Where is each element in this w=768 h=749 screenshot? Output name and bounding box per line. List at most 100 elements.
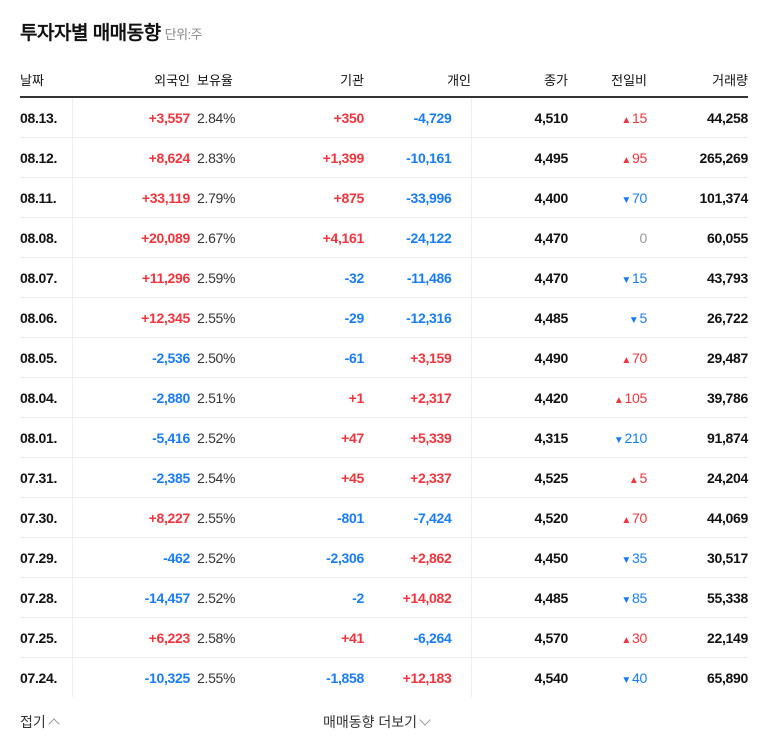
individual-cell: +14,082 bbox=[364, 577, 472, 618]
holding-cell: 2.52% bbox=[190, 537, 250, 578]
individual-cell: +5,339 bbox=[364, 417, 472, 458]
close-cell: 4,420 bbox=[471, 377, 568, 418]
change-value: 85 bbox=[632, 589, 647, 606]
individual-cell: -12,316 bbox=[364, 297, 472, 338]
table-row: 08.01. -5,416 2.52% +47 +5,339 4,315 ▼210 91,87… bbox=[20, 417, 748, 458]
individual-cell: -33,996 bbox=[364, 177, 472, 218]
individual-cell: -24,122 bbox=[364, 217, 472, 258]
individual-cell: -10,161 bbox=[364, 137, 472, 178]
unit-label: 단위:주 bbox=[164, 27, 203, 42]
triangle-down-icon: ▼ bbox=[621, 194, 632, 206]
triangle-down-icon: ▼ bbox=[621, 594, 632, 606]
volume-cell: 91,874 bbox=[647, 417, 748, 458]
date-cell: 07.24. bbox=[20, 657, 73, 697]
close-cell: 4,485 bbox=[471, 297, 568, 338]
institution-cell: +875 bbox=[250, 177, 364, 218]
holding-cell: 2.55% bbox=[190, 497, 250, 538]
change-cell: ▲70 bbox=[568, 497, 647, 538]
foreign-cell: -462 bbox=[72, 537, 190, 578]
date-cell: 08.08. bbox=[20, 217, 73, 258]
foreign-cell: -2,880 bbox=[72, 377, 190, 418]
volume-cell: 43,793 bbox=[647, 257, 748, 298]
change-value: 15 bbox=[632, 109, 647, 126]
change-value: 70 bbox=[632, 189, 647, 206]
col-foreign: 외국인 bbox=[72, 62, 190, 98]
foreign-cell: -2,536 bbox=[72, 337, 190, 378]
table-row: 08.13. +3,557 2.84% +350 -4,729 4,510 ▲15 44,25… bbox=[20, 97, 748, 138]
close-cell: 4,510 bbox=[471, 97, 568, 138]
change-value: 35 bbox=[632, 549, 647, 566]
holding-cell: 2.83% bbox=[190, 137, 250, 178]
change-value: 5 bbox=[639, 469, 648, 486]
triangle-up-icon: ▲ bbox=[621, 514, 632, 526]
col-volume: 거래량 bbox=[647, 62, 748, 98]
table-row: 08.06. +12,345 2.55% -29 -12,316 4,485 ▼5 26,72… bbox=[20, 297, 748, 338]
triangle-up-icon: ▲ bbox=[621, 634, 632, 646]
close-cell: 4,525 bbox=[471, 457, 568, 498]
change-value: 5 bbox=[639, 309, 648, 326]
holding-cell: 2.55% bbox=[197, 669, 236, 686]
individual-cell: -6,264 bbox=[364, 617, 472, 658]
change-cell: ▼5 bbox=[568, 297, 648, 338]
volume-cell: 60,055 bbox=[647, 217, 748, 258]
table-row: 08.11. +33,119 2.79% +875 -33,996 4,400 ▼70 101… bbox=[20, 177, 748, 218]
change-cell: ▼85 bbox=[568, 577, 647, 618]
change-value: 70 bbox=[632, 509, 647, 526]
triangle-down-icon: ▼ bbox=[621, 674, 632, 686]
change-cell: ▲105 bbox=[568, 377, 647, 418]
date-cell: 08.12. bbox=[20, 137, 73, 178]
close-cell: 4,400 bbox=[471, 177, 568, 218]
holding-cell: 2.50% bbox=[190, 337, 250, 378]
change-cell: ▲15 bbox=[568, 97, 647, 138]
close-cell: 4,520 bbox=[471, 497, 568, 538]
triangle-up-icon: ▲ bbox=[621, 114, 632, 126]
col-institution: 기관 bbox=[250, 62, 364, 98]
change-value: 30 bbox=[632, 629, 647, 646]
change-cell: 0 bbox=[568, 217, 647, 258]
change-value: 95 bbox=[632, 149, 647, 166]
chevron-up-icon bbox=[48, 718, 60, 730]
change-value: 70 bbox=[632, 349, 647, 366]
table-row: 07.30. +8,227 2.55% -801 -7,424 4,520 ▲70 44,06… bbox=[20, 497, 748, 538]
change-cell: ▲95 bbox=[568, 137, 647, 178]
triangle-down-icon: ▼ bbox=[628, 314, 639, 326]
change-cell: ▲70 bbox=[568, 337, 647, 378]
date-cell: 08.04. bbox=[20, 377, 73, 418]
date-cell: 08.13. bbox=[20, 97, 73, 138]
triangle-down-icon: ▼ bbox=[621, 554, 632, 566]
date-cell: 08.05. bbox=[20, 337, 73, 378]
close-cell: 4,470 bbox=[471, 217, 568, 258]
table-header: 날짜 외국인 보유율 기관 개인 종가 전일비 거래량 bbox=[20, 62, 748, 98]
volume-cell: 55,338 bbox=[647, 577, 748, 618]
close-cell: 4,570 bbox=[471, 617, 568, 658]
volume-cell: 24,204 bbox=[647, 457, 748, 498]
holding-cell: 2.54% bbox=[190, 457, 250, 498]
triangle-up-icon: ▲ bbox=[621, 154, 632, 166]
holding-cell: 2.51% bbox=[190, 377, 250, 418]
individual-cell: -11,486 bbox=[364, 257, 472, 298]
close-cell: 4,495 bbox=[471, 137, 568, 178]
individual-cell: +2,317 bbox=[364, 377, 472, 418]
volume-cell: 26,722 bbox=[647, 297, 748, 338]
volume-cell: 265,269 bbox=[647, 137, 748, 178]
holding-cell: 2.79% bbox=[190, 177, 250, 218]
foreign-cell: +3,557 bbox=[72, 97, 190, 138]
triangle-up-icon: ▲ bbox=[613, 394, 624, 406]
holding-cell: 2.52% bbox=[190, 577, 250, 618]
table-row: 08.05. -2,536 2.50% -61 +3,159 4,490 ▲70 29,487 bbox=[20, 337, 748, 378]
date-cell: 08.07. bbox=[20, 257, 73, 298]
change-cell: ▼210 bbox=[568, 417, 647, 458]
individual-cell: +2,862 bbox=[364, 537, 472, 578]
holding-cell: 2.55% bbox=[190, 297, 250, 338]
institution-cell: -29 bbox=[250, 297, 364, 338]
foreign-cell: +11,296 bbox=[72, 257, 190, 298]
triangle-up-icon: ▲ bbox=[621, 354, 632, 366]
change-value: 40 bbox=[632, 669, 647, 686]
close-cell: 4,490 bbox=[471, 337, 568, 378]
volume-cell: 22,149 bbox=[647, 617, 748, 658]
triangle-down-icon: ▼ bbox=[613, 434, 624, 446]
individual-cell: -7,424 bbox=[364, 497, 472, 538]
collapse-button[interactable]: 접기 bbox=[20, 712, 60, 732]
foreign-cell: -5,416 bbox=[72, 417, 190, 458]
more-trading-button[interactable]: 매매동향 더보기 bbox=[323, 712, 431, 732]
